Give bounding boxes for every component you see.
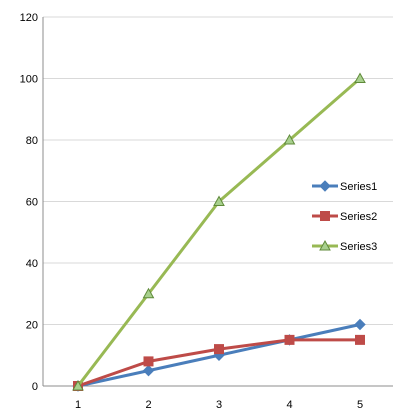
legend-label: Series3 [340,241,377,253]
series-3-point [354,72,366,83]
legend-label: Series1 [340,181,377,193]
legend-marker [319,180,331,192]
x-tick-label: 5 [357,399,363,410]
series-3-point [213,195,225,206]
series-2-point [143,356,154,367]
series-3-point [142,287,155,299]
series-2-point [214,344,224,355]
series-lines [72,72,366,392]
gridlines [43,16,393,325]
series-3-point [283,133,296,145]
x-tick-label: 4 [286,399,292,410]
series-1-point [354,318,366,331]
y-tick-label: 60 [26,197,38,209]
series-3-point [72,379,84,391]
y-tick-label: 80 [26,135,38,147]
x-tick-label: 3 [216,399,222,410]
legend-label: Series2 [340,211,377,223]
legend-marker [320,211,330,221]
series-2-point [284,334,295,345]
y-tick-label: 20 [26,320,38,332]
y-tick-label: 120 [20,12,38,24]
series-2-point [355,334,365,345]
legend: Series1 Series2 Series3 [312,180,377,253]
x-tick-label: 1 [75,399,81,410]
x-tick-label: 2 [145,399,151,410]
y-tick-label: 40 [26,258,38,270]
axes: 0 20 40 60 80 100 120 1 2 3 4 5 [20,12,393,410]
legend-marker [319,239,331,251]
y-tick-label: 0 [32,381,38,393]
series-1-point [142,364,155,377]
y-tick-label: 100 [20,74,38,86]
